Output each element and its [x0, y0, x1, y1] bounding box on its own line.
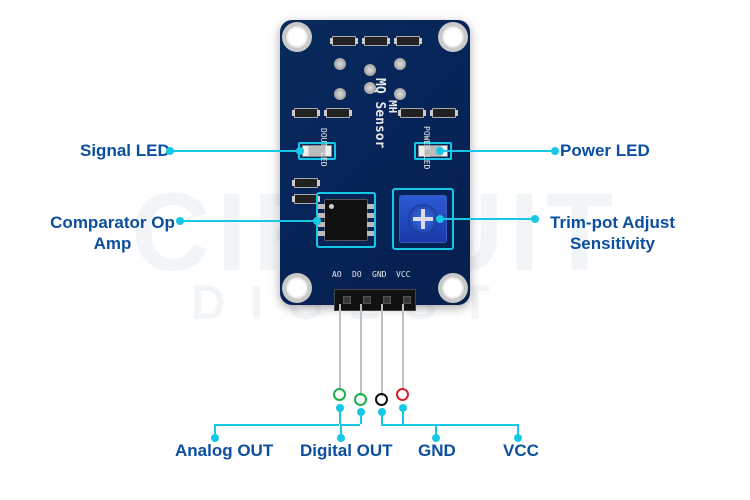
- mount-hole: [286, 26, 308, 48]
- pin-ring-vcc: [396, 388, 409, 401]
- connector-analog-v: [339, 408, 341, 424]
- sensor-pad: [394, 58, 406, 70]
- silk-title-sub: MH: [386, 100, 399, 113]
- pin-wire-analog: [339, 304, 341, 390]
- smd-resistor: [396, 36, 420, 46]
- label-comparator: Comparator Op Amp: [45, 212, 180, 255]
- smd-resistor: [364, 36, 388, 46]
- connector-digital-h: [340, 424, 360, 426]
- label-digital-out: Digital OUT: [300, 440, 393, 461]
- mount-hole: [442, 26, 464, 48]
- label-comparator-l1: Comparator Op: [50, 213, 175, 232]
- pin-wire-gnd: [381, 304, 383, 396]
- pin-wire-digital: [360, 304, 362, 396]
- sensor-pad: [394, 88, 406, 100]
- connector-gnd-v: [381, 412, 383, 424]
- smd-resistor: [432, 108, 456, 118]
- smd-resistor: [332, 36, 356, 46]
- pin-ring-analog: [333, 388, 346, 401]
- connector-signal-led: [170, 150, 300, 152]
- label-power-led: Power LED: [560, 140, 650, 161]
- smd-resistor: [294, 108, 318, 118]
- silk-pin-vcc: VCC: [396, 270, 410, 279]
- label-vcc: VCC: [503, 440, 539, 461]
- label-gnd: GND: [418, 440, 456, 461]
- sensor-pad: [334, 88, 346, 100]
- silk-dout-led: DOUT LED: [319, 128, 328, 167]
- label-trimpot-l1: Trim-pot Adjust: [550, 213, 675, 232]
- silk-pin-do: DO: [352, 270, 362, 279]
- silk-pin-gnd: GND: [372, 270, 386, 279]
- label-trimpot-l2: Sensitivity: [570, 234, 655, 253]
- connector-trimpot: [440, 218, 535, 220]
- pcb-board: MQ Sensor MH DOUT LED POWER LED AO DO GN…: [280, 20, 470, 305]
- mount-hole: [442, 277, 464, 299]
- mount-hole: [286, 277, 308, 299]
- sensor-pad: [364, 64, 376, 76]
- label-analog-out: Analog OUT: [175, 440, 273, 461]
- connector-analog-v2: [214, 424, 216, 438]
- pin-wire-vcc: [402, 304, 404, 390]
- silk-title-main: MQ Sensor: [372, 78, 387, 148]
- smd-resistor: [326, 108, 350, 118]
- pin-ring-digital: [354, 393, 367, 406]
- connector-comparator: [180, 220, 317, 222]
- connector-digital-v: [360, 412, 362, 424]
- sensor-pad: [334, 58, 346, 70]
- comparator-ic: [324, 199, 368, 241]
- smd-resistor: [294, 194, 318, 204]
- connector-gnd-v2: [435, 424, 437, 438]
- label-comparator-l2: Amp: [94, 234, 132, 253]
- silk-pin-ao: AO: [332, 270, 342, 279]
- connector-vcc-v: [402, 408, 404, 424]
- connector-digital-v2: [340, 424, 342, 438]
- smd-resistor: [400, 108, 424, 118]
- silk-power-led: POWER LED: [422, 126, 431, 169]
- pin-ring-gnd: [375, 393, 388, 406]
- connector-analog-h: [214, 424, 339, 426]
- connector-vcc-v2: [517, 424, 519, 438]
- label-trimpot: Trim-pot Adjust Sensitivity: [540, 212, 685, 255]
- connector-vcc-h: [402, 424, 517, 426]
- label-signal-led: Signal LED: [80, 140, 170, 161]
- smd-resistor: [294, 178, 318, 188]
- connector-power-led: [440, 150, 555, 152]
